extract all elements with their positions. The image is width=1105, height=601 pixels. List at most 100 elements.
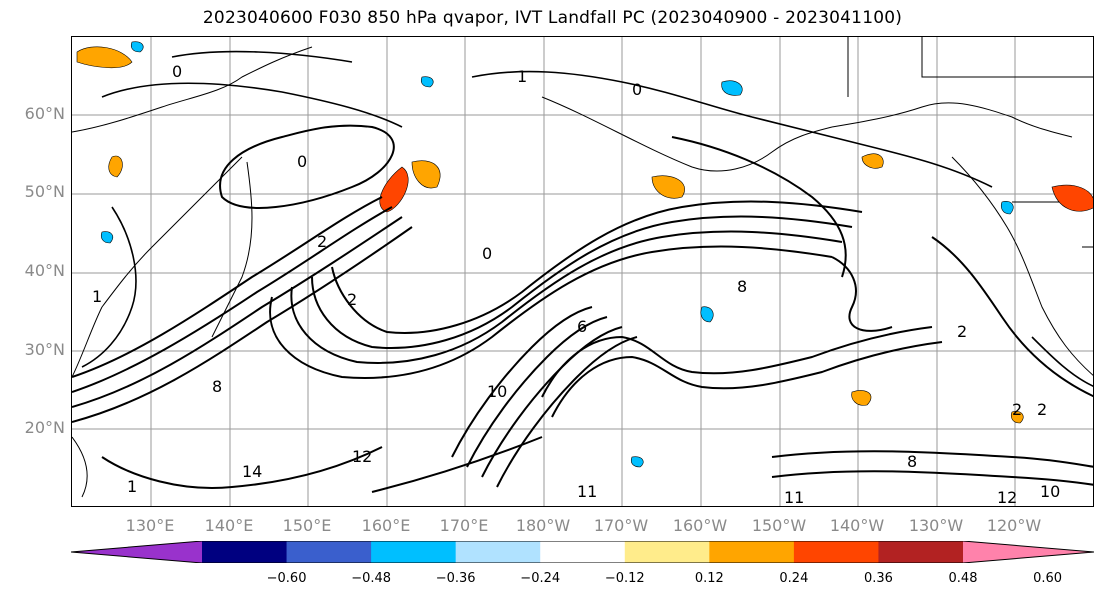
colorbar-cell <box>709 541 795 563</box>
shade-positive <box>1051 184 1093 212</box>
contour-line <box>671 136 847 278</box>
coastline-alaska <box>831 102 1073 138</box>
lon-label-170w: 170°W <box>593 516 649 535</box>
ivt-contours-thin <box>81 50 1093 387</box>
contour-label: 2 <box>347 290 357 309</box>
contour-line <box>72 226 413 423</box>
ivt-contours <box>72 124 1093 493</box>
contour-line <box>831 256 893 332</box>
contour-line <box>311 215 853 349</box>
coastline-philippines <box>72 436 88 498</box>
shade-positive <box>379 166 409 213</box>
lon-label-140e: 140°E <box>204 516 254 535</box>
coastline-asia-north <box>72 46 313 133</box>
contour-line <box>219 124 395 209</box>
lat-label-20n: 20°N <box>24 418 65 437</box>
colorbar-tick-label: −0.12 <box>604 571 645 586</box>
contour-label: 1 <box>517 67 527 86</box>
contour-line <box>290 230 843 364</box>
contour-label: 6 <box>577 317 587 336</box>
shade-positive <box>411 160 441 189</box>
shade-negative <box>700 306 714 323</box>
colorbar-cell <box>371 541 457 563</box>
contour-label: 2 <box>317 232 327 251</box>
contour-label: 0 <box>632 80 642 99</box>
shade-negative <box>721 80 743 96</box>
lon-label-120w: 120°W <box>986 516 1042 535</box>
shade-negative <box>420 76 434 88</box>
lon-label-150w: 150°W <box>751 516 807 535</box>
colorbar-cell <box>455 541 541 563</box>
contour-labels: 0 0 0 0 2 2 2 2 1 1 6 8 8 8 10 11 11 12 … <box>92 62 1060 507</box>
contour-line <box>331 200 863 334</box>
contour-label: 0 <box>297 152 307 171</box>
colorbar-cell <box>624 541 710 563</box>
lon-label-170e: 170°E <box>439 516 489 535</box>
lat-label-30n: 30°N <box>24 340 65 359</box>
contour-line <box>496 336 638 488</box>
contour-label: 8 <box>907 452 917 471</box>
colorbar-tick-label: 0.60 <box>1033 571 1063 586</box>
lon-label-140w: 140°W <box>829 516 885 535</box>
map-panel: 0 0 0 0 2 2 2 2 1 1 6 8 8 8 10 11 11 12 … <box>71 36 1094 507</box>
contour-label: 12 <box>997 488 1017 507</box>
contour-line <box>101 82 403 128</box>
contour-line <box>269 245 833 379</box>
shade-positive <box>851 390 872 406</box>
contour-line <box>771 450 1093 468</box>
lon-label-160e: 160°E <box>361 516 411 535</box>
contour-label: 10 <box>1040 482 1060 501</box>
lat-label-40n: 40°N <box>24 261 65 280</box>
contour-line <box>451 306 593 458</box>
coastlines <box>72 37 1093 498</box>
shade-positive <box>108 155 123 178</box>
graticule <box>72 37 1093 506</box>
colorbar <box>71 541 1094 563</box>
contour-line <box>72 216 403 408</box>
shade-positive <box>76 46 133 69</box>
contour-label: 0 <box>172 62 182 81</box>
contour-label: 14 <box>242 462 262 481</box>
shade-positive <box>651 175 685 199</box>
shade-negative <box>100 231 114 244</box>
contour-label: 8 <box>212 377 222 396</box>
contour-label: 2 <box>957 322 967 341</box>
contour-label: 1 <box>92 287 102 306</box>
contour-line <box>371 436 543 493</box>
contour-line <box>471 70 753 118</box>
coastline-aleutians <box>541 96 833 172</box>
colorbar-cell <box>202 541 288 563</box>
contour-line <box>466 316 608 468</box>
colorbar-extend-min <box>71 541 202 563</box>
contour-label: 11 <box>577 482 597 501</box>
lon-label-180w: 180°W <box>515 516 571 535</box>
colorbar-tick-label: 0.24 <box>779 571 809 586</box>
contour-label: 8 <box>737 277 747 296</box>
contour-label: 1 <box>127 477 137 496</box>
contour-label: 10 <box>487 382 507 401</box>
contour-line <box>481 326 623 478</box>
contour-line <box>72 206 393 393</box>
contour-line <box>931 236 1093 398</box>
colorbar-cell <box>540 541 626 563</box>
colorbar-cells <box>202 541 964 563</box>
coastline-north-america <box>951 156 1093 376</box>
shade-positive <box>861 153 884 169</box>
contour-label: 0 <box>482 244 492 263</box>
contour-label: 11 <box>784 488 804 507</box>
contour-line <box>72 196 383 378</box>
contour-line <box>171 50 353 63</box>
colorbar-tick-label: 0.36 <box>863 571 893 586</box>
colorbar-tick-label: −0.24 <box>520 571 561 586</box>
colorbar-cell <box>878 541 964 563</box>
lon-label-150e: 150°E <box>282 516 332 535</box>
coastline-japan <box>211 161 253 338</box>
contour-line <box>771 470 1093 486</box>
contour-line <box>551 341 943 418</box>
lon-label-160w: 160°W <box>672 516 728 535</box>
map-canvas: 0 0 0 0 2 2 2 2 1 1 6 8 8 8 10 11 11 12 … <box>72 37 1093 507</box>
contour-label: 2 <box>1012 400 1022 419</box>
colorbar-cell <box>286 541 372 563</box>
lat-label-60n: 60°N <box>24 104 65 123</box>
colorbar-cell <box>793 541 879 563</box>
